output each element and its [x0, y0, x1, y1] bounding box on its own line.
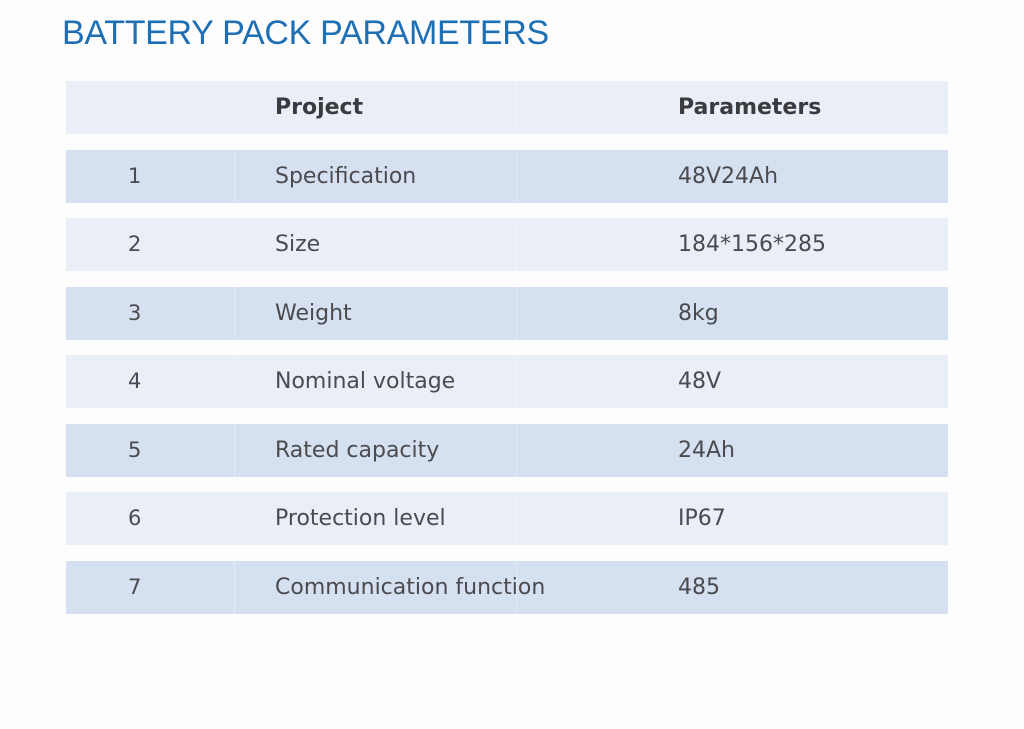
table-row: 3 Weight 8kg [66, 286, 948, 340]
table-row: 1 Specification 48V24Ah [66, 149, 948, 203]
row-parameter: 184*156*285 [678, 232, 826, 257]
row-project: Rated capacity [275, 437, 440, 463]
header-parameters: Parameters [678, 95, 822, 120]
table-row: 2 Size 184*156*285 [66, 218, 948, 271]
row-parameter: 48V [678, 369, 722, 394]
header-project: Project [275, 95, 364, 120]
row-parameter: 8kg [678, 300, 719, 326]
row-parameter: 24Ah [678, 437, 735, 463]
row-parameter: 48V24Ah [678, 163, 779, 189]
row-project: Nominal voltage [275, 369, 456, 394]
row-project: Size [275, 232, 321, 257]
table-row: 4 Nominal voltage 48V [66, 355, 948, 408]
row-project: Protection level [275, 506, 446, 531]
row-number: 7 [128, 574, 142, 599]
row-number: 2 [128, 232, 142, 256]
row-number: 1 [128, 163, 142, 188]
row-parameter: 485 [678, 574, 720, 600]
table-row: 6 Protection level IP67 [66, 492, 948, 545]
row-project: Communication function [275, 574, 546, 600]
table-header-row: Project Parameters [66, 81, 948, 134]
row-number: 5 [128, 437, 142, 462]
row-number: 3 [128, 300, 142, 325]
row-project: Specification [275, 163, 417, 189]
page-title: BATTERY PACK PARAMETERS [62, 14, 549, 52]
table-row: 7 Communication function 485 [66, 560, 948, 614]
row-parameter: IP67 [678, 506, 726, 531]
row-number: 4 [128, 369, 142, 393]
table-row: 5 Rated capacity 24Ah [66, 423, 948, 477]
parameters-table: Project Parameters 1 Specification 48V24… [66, 81, 948, 629]
row-project: Weight [275, 300, 352, 326]
row-number: 6 [128, 506, 142, 530]
